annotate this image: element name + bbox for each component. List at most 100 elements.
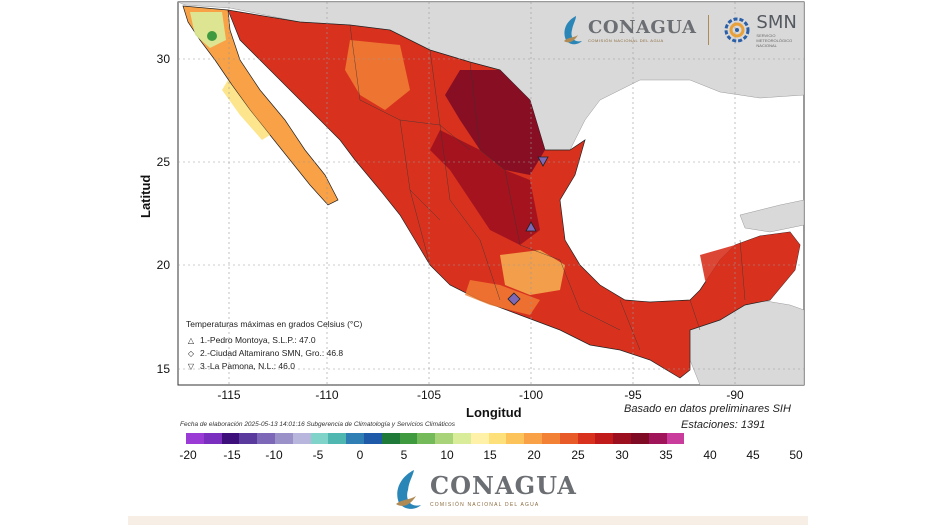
colorbar-cell [363, 433, 382, 444]
cool-highlands-center [500, 250, 565, 295]
colorbar-cell [559, 433, 578, 444]
conagua-subtitle: COMISIÓN NACIONAL DEL AGUA [588, 38, 664, 43]
cool-sierra-sur [465, 280, 540, 315]
colorbar-cell [292, 433, 311, 444]
colorbar-cell [257, 433, 275, 444]
legend-entry: ▽ 3.-La Pamona, N.L.: 46.0 [186, 360, 406, 373]
colorbar-cell [239, 433, 258, 444]
yucatan [700, 232, 800, 305]
station-marker-pedro-montoya [525, 221, 537, 232]
conagua-subtitle: COMISIÓN NACIONAL DEL AGUA [430, 501, 540, 508]
colorbar-label: -20 [179, 448, 197, 462]
colorbar-label: -10 [265, 448, 283, 462]
colorbar-label: 20 [527, 448, 541, 462]
temperature-colorbar [186, 433, 685, 444]
y-axis-title: Latitud [138, 174, 153, 218]
y-tick-label: 20 [157, 258, 171, 272]
smn-subtitle-2: METEOROLÓGICO [756, 38, 793, 43]
triangle-up-icon: △ [187, 336, 195, 345]
colorbar-label: 50 [789, 448, 803, 462]
colorbar-cell [328, 433, 347, 444]
y-tick-label: 25 [157, 155, 171, 169]
cool-highlands-west [345, 40, 410, 110]
x-tick-label: -95 [624, 388, 642, 402]
baja-cool-coast [222, 80, 270, 140]
colorbar-label: 10 [440, 448, 454, 462]
colorbar-cell [221, 433, 240, 444]
heat-core-center [430, 130, 540, 245]
legend-title: Temperaturas máximas en grados Celsius (… [186, 319, 363, 329]
state-borders [349, 24, 746, 351]
bottom-logo: CONAGUA COMISIÓN NACIONAL DEL AGUA [388, 466, 577, 512]
colorbar-cell [506, 433, 525, 444]
colorbar-cell [470, 433, 489, 444]
colorbar-label: 35 [659, 448, 673, 462]
smn-subtitle-3: NACIONAL [756, 43, 777, 48]
conagua-logo-icon [564, 16, 582, 45]
smn-wordmark: SMN [756, 12, 797, 33]
legend-entry: ◇ 2.-Ciudad Altamirano SMN, Gro.: 46.8 [186, 347, 406, 360]
tick-labels: -115 -110 -105 -100 -95 -90 30 25 20 15 [157, 52, 744, 402]
cuba-land [739, 199, 804, 233]
colorbar-label: 40 [703, 448, 717, 462]
colorbar-cell [381, 433, 400, 444]
colorbar-label: 0 [356, 448, 364, 462]
cool-spot [207, 31, 217, 41]
x-tick-label: -100 [519, 388, 543, 402]
stations-count-note: Estaciones: 1391 [681, 419, 766, 431]
colorbar-cell [435, 433, 453, 444]
data-basis-note: Basado en datos preliminares SIH [624, 403, 791, 415]
x-tick-label: -90 [726, 388, 744, 402]
legend-entry-text: 3.-La Pamona, N.L.: 46.0 [200, 361, 295, 371]
top-logos: CONAGUA COMISIÓN NACIONAL DEL AGUA SMN S… [558, 12, 797, 48]
y-tick-label: 30 [157, 52, 171, 66]
bottom-strip [128, 516, 808, 525]
colorbar-cell [648, 433, 667, 444]
station-marker-la-pamona [537, 156, 549, 167]
y-tick-label: 15 [157, 362, 171, 376]
colorbar-cell [274, 433, 293, 444]
smn-subtitle-1: SERVICIO [756, 33, 776, 38]
triangle-down-icon: ▽ [187, 362, 195, 371]
colorbar-cell [203, 433, 222, 444]
colorbar-label: 30 [615, 448, 629, 462]
colorbar-cell [541, 433, 560, 444]
heat-core-north [445, 70, 545, 175]
legend-entry-text: 1.-Pedro Montoya, S.L.P.: 47.0 [200, 335, 316, 345]
x-axis-title: Longitud [466, 405, 522, 420]
baja-california [182, 5, 339, 206]
colorbar-cell [595, 433, 614, 444]
colorbar-cell [630, 433, 649, 444]
station-legend: Temperaturas máximas en grados Celsius (… [186, 318, 406, 373]
colorbar-label: 15 [483, 448, 497, 462]
colorbar-cell [186, 433, 204, 444]
legend-entry-text: 2.-Ciudad Altamirano SMN, Gro.: 46.8 [200, 348, 344, 358]
colorbar-label: 45 [746, 448, 760, 462]
colorbar-label: 5 [400, 448, 408, 462]
gridlines [178, 2, 804, 385]
colorbar-label: -5 [312, 448, 324, 462]
colorbar-cell [310, 433, 329, 444]
colorbar-cell [666, 433, 685, 444]
x-tick-label: -110 [315, 388, 338, 402]
conagua-wordmark: CONAGUA [430, 470, 577, 500]
conagua-wordmark: CONAGUA [588, 17, 697, 38]
colorbar-cell [613, 433, 631, 444]
station-marker-ciudad-altamirano [507, 292, 521, 306]
colorbar-cell [452, 433, 471, 444]
colorbar-label: 25 [571, 448, 585, 462]
x-tick-label: -105 [417, 388, 441, 402]
cool-nw-patch [190, 12, 226, 48]
colorbar-cell [488, 433, 507, 444]
colorbar-cell [417, 433, 436, 444]
logo-separator [708, 15, 710, 45]
legend-entry: △ 1.-Pedro Montoya, S.L.P.: 47.0 [186, 334, 406, 347]
colorbar-cell [399, 433, 418, 444]
x-tick-label: -115 [217, 388, 240, 402]
colorbar-cell [577, 433, 596, 444]
credit-line: Fecha de elaboración 2025-05-13 14:01:16… [180, 421, 455, 428]
conagua-logo-icon [396, 470, 421, 509]
smn-gear-icon [724, 17, 750, 43]
colorbar-cell [346, 433, 364, 444]
